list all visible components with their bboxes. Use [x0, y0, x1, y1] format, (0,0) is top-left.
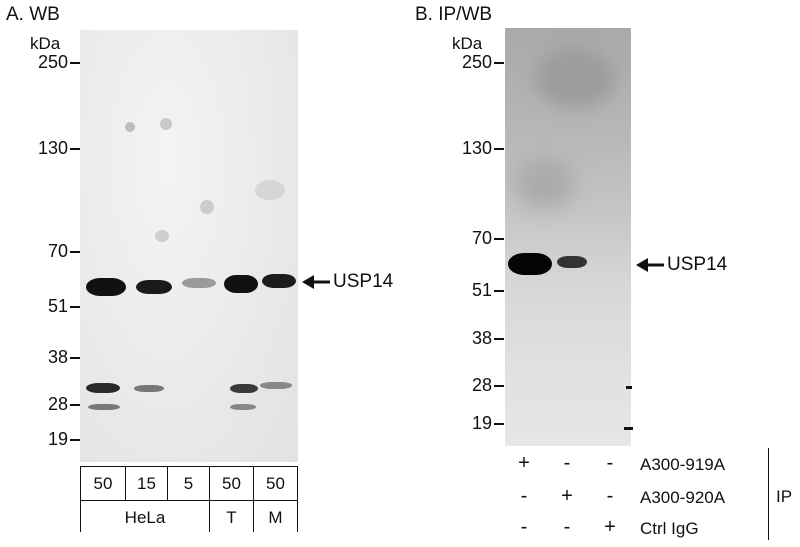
- marker-19-b: 19: [471, 413, 492, 433]
- lane-divider-top-a: [80, 466, 298, 467]
- band-usp14-lane1: [86, 278, 126, 296]
- lane-amount-3: 5: [183, 474, 194, 493]
- lane-sep-4: [253, 466, 254, 532]
- band-usp14-lane5: [262, 274, 296, 288]
- lane-sep-0: [80, 466, 81, 532]
- tick-19-a: [70, 439, 80, 441]
- band-usp14-lane4: [224, 275, 258, 293]
- tick-250-a: [70, 62, 80, 64]
- marker-51-a: 51: [47, 296, 68, 316]
- antibody-label-2: A300-920A: [640, 488, 726, 507]
- panel-b-kda-label: kDa: [452, 34, 483, 53]
- tick-51-a: [70, 306, 80, 308]
- tick-70-b: [494, 238, 504, 240]
- marker-250-a: 250: [37, 52, 68, 72]
- marker-19-a: 19: [47, 429, 68, 449]
- sign-r2-c3: -: [606, 485, 614, 507]
- marker-250-b: 250: [461, 52, 492, 72]
- tick-250-b: [494, 62, 504, 64]
- sign-r1-c2: -: [563, 452, 571, 474]
- tick-70-a: [70, 251, 80, 253]
- tick-38-b: [494, 338, 504, 340]
- marker-130-a: 130: [37, 138, 68, 158]
- panel-a-kda-label: kDa: [30, 34, 61, 53]
- blot-image-b: [505, 28, 631, 446]
- blot-image-a: [80, 30, 298, 462]
- marker-38-b: 38: [471, 328, 492, 348]
- lane-amount-5: 50: [266, 474, 285, 493]
- artifact-spot: [255, 180, 285, 200]
- tick-28-b: [494, 385, 504, 387]
- background-blotch: [515, 158, 575, 208]
- sign-r3-c3: +: [604, 516, 616, 538]
- lane-amount-4: 50: [222, 474, 241, 493]
- usp14-label-b: USP14: [667, 254, 728, 275]
- tick-38-a: [70, 357, 80, 359]
- lane-amount-1: 50: [93, 474, 113, 493]
- lane-sep-5: [297, 466, 298, 532]
- tick-130-b: [494, 148, 504, 150]
- lane-sep-2: [167, 466, 168, 500]
- tick-19-b: [494, 423, 504, 425]
- band-lower-lane5: [260, 382, 292, 389]
- sign-r1-c3: -: [606, 452, 614, 474]
- band-lower-lane2: [134, 385, 164, 392]
- band-lowest-lane4: [230, 404, 256, 410]
- band-usp14-ip-lane2: [557, 256, 587, 268]
- artifact-spot: [155, 230, 169, 242]
- cell-line-m: M: [268, 508, 283, 527]
- antibody-label-3: Ctrl IgG: [640, 519, 699, 538]
- lane-sep-3: [209, 466, 210, 532]
- antibody-label-1: A300-919A: [640, 455, 726, 474]
- tick-28-a: [70, 404, 80, 406]
- tick-130-a: [70, 148, 80, 150]
- sign-r2-c2: +: [561, 485, 573, 507]
- edge-mark: [624, 427, 633, 430]
- sign-r2-c1: -: [520, 485, 528, 507]
- marker-70-b: 70: [471, 228, 492, 248]
- sign-r3-c2: -: [563, 516, 571, 538]
- marker-51-b: 51: [471, 280, 492, 300]
- arrow-icon-a: [302, 275, 330, 289]
- sign-r3-c1: -: [520, 516, 528, 538]
- band-lower-lane1: [86, 383, 120, 393]
- marker-28-a: 28: [47, 394, 68, 414]
- ip-label: IP: [776, 487, 793, 506]
- band-lowest-lane1: [88, 404, 120, 410]
- band-usp14-ip-lane1: [508, 253, 552, 275]
- marker-28-b: 28: [471, 375, 492, 395]
- lane-amount-2: 15: [137, 474, 156, 493]
- arrow-icon-b: [636, 258, 664, 272]
- band-usp14-lane3: [182, 278, 216, 288]
- marker-70-a: 70: [47, 241, 68, 261]
- tick-51-b: [494, 290, 504, 292]
- band-lower-lane4: [230, 384, 258, 393]
- cell-line-hela: HeLa: [124, 508, 166, 527]
- band-usp14-lane2: [136, 280, 172, 294]
- artifact-spot: [125, 122, 135, 132]
- artifact-spot: [200, 200, 214, 214]
- panel-b-title: B. IP/WB: [415, 4, 493, 25]
- lane-sep-1: [125, 466, 126, 500]
- lane-divider-mid-a: [80, 500, 298, 501]
- sign-r1-c1: +: [518, 452, 530, 474]
- background-blotch: [535, 48, 615, 108]
- artifact-spot: [160, 118, 172, 130]
- marker-38-a: 38: [47, 347, 68, 367]
- marker-130-b: 130: [461, 138, 492, 158]
- cell-line-t: T: [226, 508, 237, 527]
- ip-bracket: [768, 448, 769, 540]
- edge-mark: [626, 386, 632, 389]
- usp14-label-a: USP14: [333, 271, 394, 292]
- panel-a-title: A. WB: [6, 4, 60, 25]
